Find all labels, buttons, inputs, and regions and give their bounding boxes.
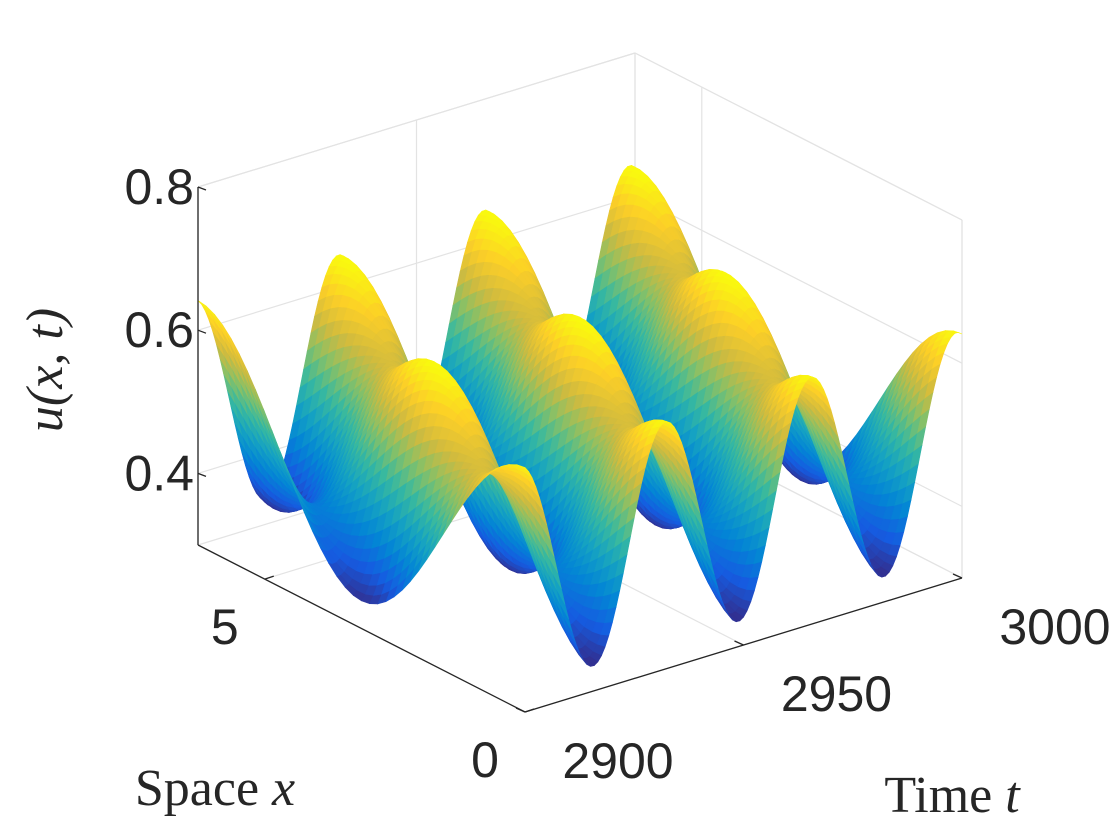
- t-tick-mark: [515, 707, 526, 713]
- x-axis-line: [197, 544, 526, 713]
- surface-patch: [516, 464, 529, 472]
- t-tick-mark: [952, 573, 963, 579]
- y-axis-label: Time t: [884, 767, 1021, 824]
- z-tick-label: 0.6: [124, 302, 194, 358]
- surface: [197, 165, 963, 667]
- z-axis-label: u(x, t): [17, 308, 74, 432]
- t-tick-mark: [734, 640, 744, 646]
- z-tick-mark: [197, 186, 207, 191]
- z-tick-label: 0.4: [124, 445, 194, 501]
- x-tick-mark: [524, 708, 535, 713]
- x-tick-label: 5: [211, 599, 239, 655]
- t-tick-label: 3000: [999, 599, 1110, 655]
- z-tick-mark: [197, 329, 207, 334]
- z-tick-label: 0.8: [124, 159, 194, 215]
- t-tick-label: 2950: [781, 666, 892, 722]
- x-tick-label: 0: [471, 732, 499, 788]
- z-grid-line: [634, 52, 963, 221]
- axes: [197, 186, 963, 713]
- z-tick-mark: [197, 472, 207, 478]
- t-tick-label: 2900: [562, 733, 673, 789]
- tick-labels: 0.4 0.6 0.8 0 5 2900 2950 3000: [124, 159, 1110, 789]
- x-tick-mark: [264, 575, 274, 580]
- x-axis-label: Space x: [135, 760, 295, 817]
- z-grid-line: [634, 195, 963, 364]
- surface-patch: [197, 300, 211, 312]
